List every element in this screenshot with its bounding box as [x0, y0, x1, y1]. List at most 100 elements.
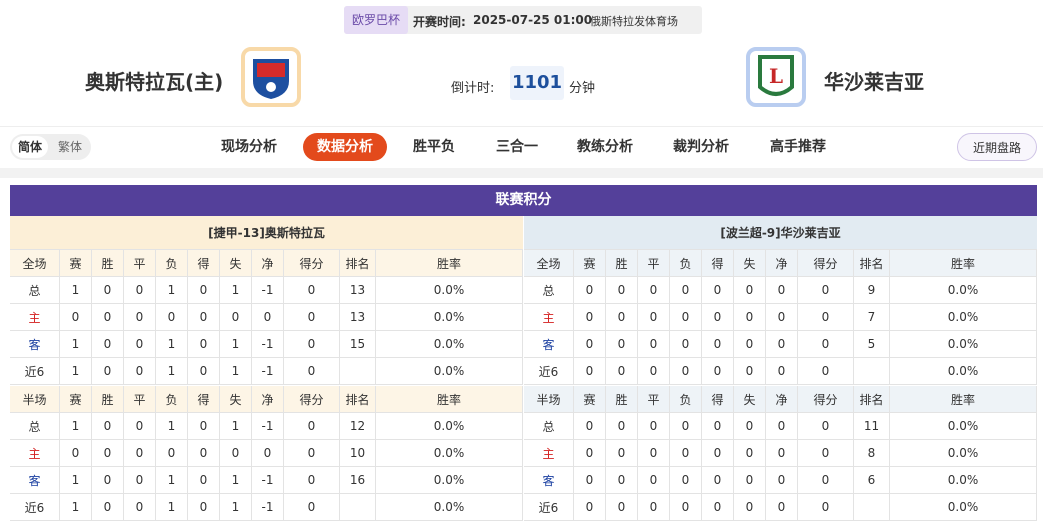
stat-cell: 0: [156, 440, 188, 467]
stat-cell: 0: [574, 440, 606, 467]
tab[interactable]: 数据分析: [303, 133, 387, 161]
lang-traditional[interactable]: 繁体: [57, 140, 82, 154]
time-label: 开赛时间:: [413, 15, 466, 29]
stat-cell: 0: [606, 413, 638, 440]
stat-cell: 0: [92, 304, 124, 331]
stat-cell: 1: [156, 277, 188, 304]
column-header: 得: [188, 250, 220, 277]
stat-cell: 0: [734, 467, 766, 494]
tab[interactable]: 教练分析: [577, 139, 633, 155]
stat-cell: 0: [766, 331, 798, 358]
home-team[interactable]: 奥斯特拉瓦(主): [85, 70, 224, 94]
row-label: 主: [524, 304, 574, 331]
stat-cell: 0: [60, 440, 92, 467]
stat-cell: 0: [670, 358, 702, 385]
stat-cell: 0: [766, 358, 798, 385]
tab[interactable]: 高手推荐: [770, 139, 826, 155]
stat-cell: 0: [606, 304, 638, 331]
stat-cell: 0: [734, 413, 766, 440]
stat-cell: 0.0%: [376, 331, 523, 358]
recent-odds-button[interactable]: 近期盘路: [957, 133, 1037, 161]
stat-cell: [854, 358, 890, 385]
stat-cell: 0: [124, 277, 156, 304]
row-label: 总: [10, 277, 60, 304]
league-badge[interactable]: 欧罗巴杯: [344, 6, 408, 34]
column-header: 排名: [854, 250, 890, 277]
column-header: 胜: [606, 386, 638, 413]
countdown-unit: 分钟: [569, 81, 596, 96]
tab[interactable]: 胜平负: [413, 139, 455, 155]
tab[interactable]: 裁判分析: [673, 139, 729, 155]
stat-cell: 0: [220, 440, 252, 467]
stat-cell: 0.0%: [890, 494, 1037, 521]
column-header: 负: [156, 250, 188, 277]
column-header: 胜: [606, 250, 638, 277]
column-header: 赛: [574, 250, 606, 277]
countdown-box: 1101: [510, 66, 564, 100]
svg-text:L: L: [769, 64, 783, 88]
column-header: 赛: [574, 386, 606, 413]
home-logo[interactable]: [241, 47, 301, 107]
countdown-label: 倒计时:: [451, 81, 495, 96]
column-header: 胜: [92, 386, 124, 413]
stat-cell: 0: [702, 494, 734, 521]
stat-cell: 1: [156, 494, 188, 521]
stat-cell: 0.0%: [376, 413, 523, 440]
stat-cell: 0: [188, 494, 220, 521]
stat-cell: 0: [702, 440, 734, 467]
stat-cell: 0: [188, 440, 220, 467]
column-header: 平: [638, 250, 670, 277]
stat-cell: 0: [670, 440, 702, 467]
stat-cell: 13: [340, 277, 376, 304]
away-team[interactable]: 华沙莱吉亚: [824, 70, 924, 94]
stat-cell: -1: [252, 467, 284, 494]
stat-cell: 1: [156, 358, 188, 385]
row-label: 总: [10, 413, 60, 440]
stat-cell: 5: [854, 331, 890, 358]
column-header: 排名: [854, 386, 890, 413]
stat-cell: 1: [60, 331, 92, 358]
stat-cell: 0: [798, 277, 854, 304]
stat-cell: 0: [766, 467, 798, 494]
stat-cell: 0: [284, 331, 340, 358]
row-label: 主: [10, 304, 60, 331]
row-label: 总: [524, 413, 574, 440]
stat-cell: 0: [606, 467, 638, 494]
stat-cell: 0: [766, 304, 798, 331]
stat-cell: 0: [798, 467, 854, 494]
column-header: 负: [156, 386, 188, 413]
stat-cell: 0: [92, 331, 124, 358]
stat-cell: 0: [606, 440, 638, 467]
column-header: 半场: [524, 386, 574, 413]
stat-cell: -1: [252, 277, 284, 304]
column-header: 全场: [524, 250, 574, 277]
row-label: 客: [524, 331, 574, 358]
column-header: 排名: [340, 250, 376, 277]
stat-cell: 1: [220, 413, 252, 440]
section-gap: [0, 168, 1043, 178]
stat-cell: 1: [60, 413, 92, 440]
column-header: 净: [766, 250, 798, 277]
stat-cell: 0: [284, 358, 340, 385]
stat-cell: 11: [854, 413, 890, 440]
column-header: 赛: [60, 386, 92, 413]
column-header: 得分: [798, 250, 854, 277]
stat-cell: 0: [670, 277, 702, 304]
stat-cell: -1: [252, 331, 284, 358]
stat-cell: 1: [220, 494, 252, 521]
column-header: 胜率: [376, 386, 523, 413]
stat-cell: 0.0%: [890, 358, 1037, 385]
column-header: 得分: [284, 250, 340, 277]
nav-divider: [0, 126, 1043, 127]
stat-cell: 1: [156, 467, 188, 494]
stat-cell: 0: [670, 413, 702, 440]
away-logo[interactable]: L: [746, 47, 806, 107]
row-label: 主: [524, 440, 574, 467]
stat-cell: 0: [92, 494, 124, 521]
tab[interactable]: 现场分析: [221, 139, 277, 155]
lang-simplified[interactable]: 简体: [12, 136, 48, 158]
stat-cell: -1: [252, 413, 284, 440]
stat-cell: 0: [702, 413, 734, 440]
tab[interactable]: 三合一: [496, 139, 538, 155]
stat-cell: 1: [220, 467, 252, 494]
